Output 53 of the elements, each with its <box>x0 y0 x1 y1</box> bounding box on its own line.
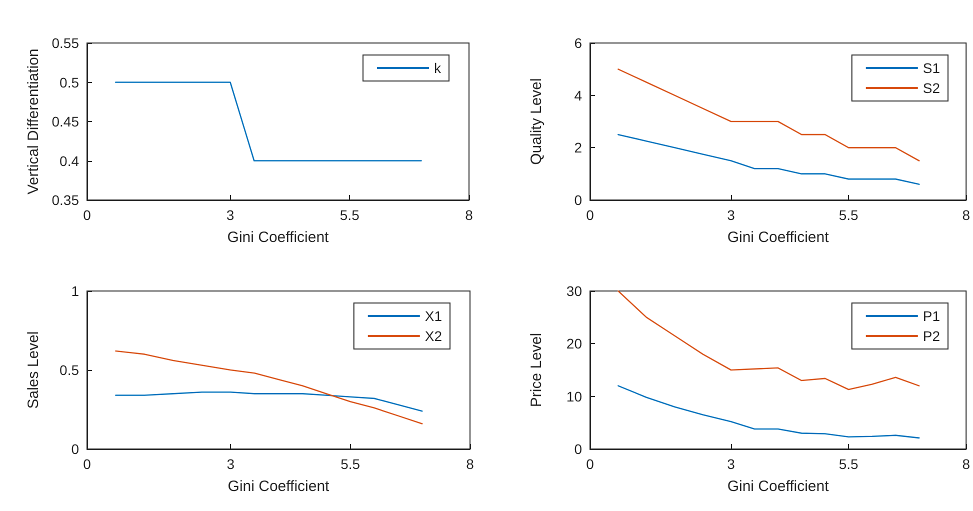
legend-label: S1 <box>922 60 940 76</box>
y-tick-label: 0 <box>71 441 80 457</box>
x-tick-label: 5.5 <box>838 456 859 472</box>
y-tick-label: 0.5 <box>60 74 80 90</box>
x-tick-label: 3 <box>226 456 235 472</box>
legend-label: k <box>434 60 442 76</box>
y-axis-title: Price Level <box>528 332 545 408</box>
x-axis-title: Gini Coefficient <box>227 229 330 246</box>
y-tick-label: 4 <box>574 87 582 104</box>
legend-label: P2 <box>922 328 940 344</box>
x-tick-label: 0 <box>83 456 92 472</box>
y-tick-label: 0.55 <box>52 35 80 51</box>
x-tick-label: 5.5 <box>340 456 360 472</box>
x-tick-label: 3 <box>727 207 736 223</box>
line-series <box>115 350 423 424</box>
y-tick-label: 6 <box>574 35 582 51</box>
y-tick-label: 0.35 <box>52 192 80 208</box>
x-tick-label: 8 <box>465 207 474 223</box>
x-tick-label: 5.5 <box>340 207 360 223</box>
x-tick-label: 3 <box>226 207 234 223</box>
x-tick-label: 0 <box>83 207 92 223</box>
y-tick-label: 1 <box>71 283 80 299</box>
y-axis-title: Quality Level <box>528 78 545 165</box>
y-tick-label: 0 <box>574 441 582 457</box>
x-tick-label: 8 <box>962 207 970 223</box>
line-series <box>618 385 920 439</box>
x-tick-label: 8 <box>962 456 970 472</box>
y-axis-title: Sales Level <box>25 331 42 409</box>
y-tick-label: 20 <box>566 336 582 352</box>
y-axis-title: Vertical Differentiation <box>24 48 42 194</box>
line-series <box>115 391 423 412</box>
y-tick-label: 0.5 <box>60 362 80 378</box>
legend-label: S2 <box>922 80 940 96</box>
y-tick-label: 0.45 <box>52 114 80 130</box>
legend-label: P1 <box>922 308 940 324</box>
line-series <box>618 290 920 390</box>
x-tick-label: 0 <box>586 207 594 223</box>
legend-label: X1 <box>424 308 442 324</box>
x-tick-label: 8 <box>466 456 474 472</box>
y-tick-label: 30 <box>566 283 582 299</box>
line-series <box>618 68 920 162</box>
x-axis-title: Gini Coefficient <box>727 478 830 495</box>
x-axis-title: Gini Coefficient <box>727 229 830 246</box>
y-tick-label: 10 <box>566 388 582 404</box>
x-tick-label: 0 <box>586 456 594 472</box>
y-tick-label: 0.4 <box>60 152 80 169</box>
x-axis-title: Gini Coefficient <box>228 478 330 495</box>
y-tick-label: 2 <box>574 140 582 156</box>
x-tick-label: 3 <box>727 456 736 472</box>
line-series <box>618 134 920 185</box>
y-tick-label: 0 <box>574 192 582 208</box>
x-tick-label: 5.5 <box>838 207 859 223</box>
legend-label: X2 <box>424 328 442 344</box>
